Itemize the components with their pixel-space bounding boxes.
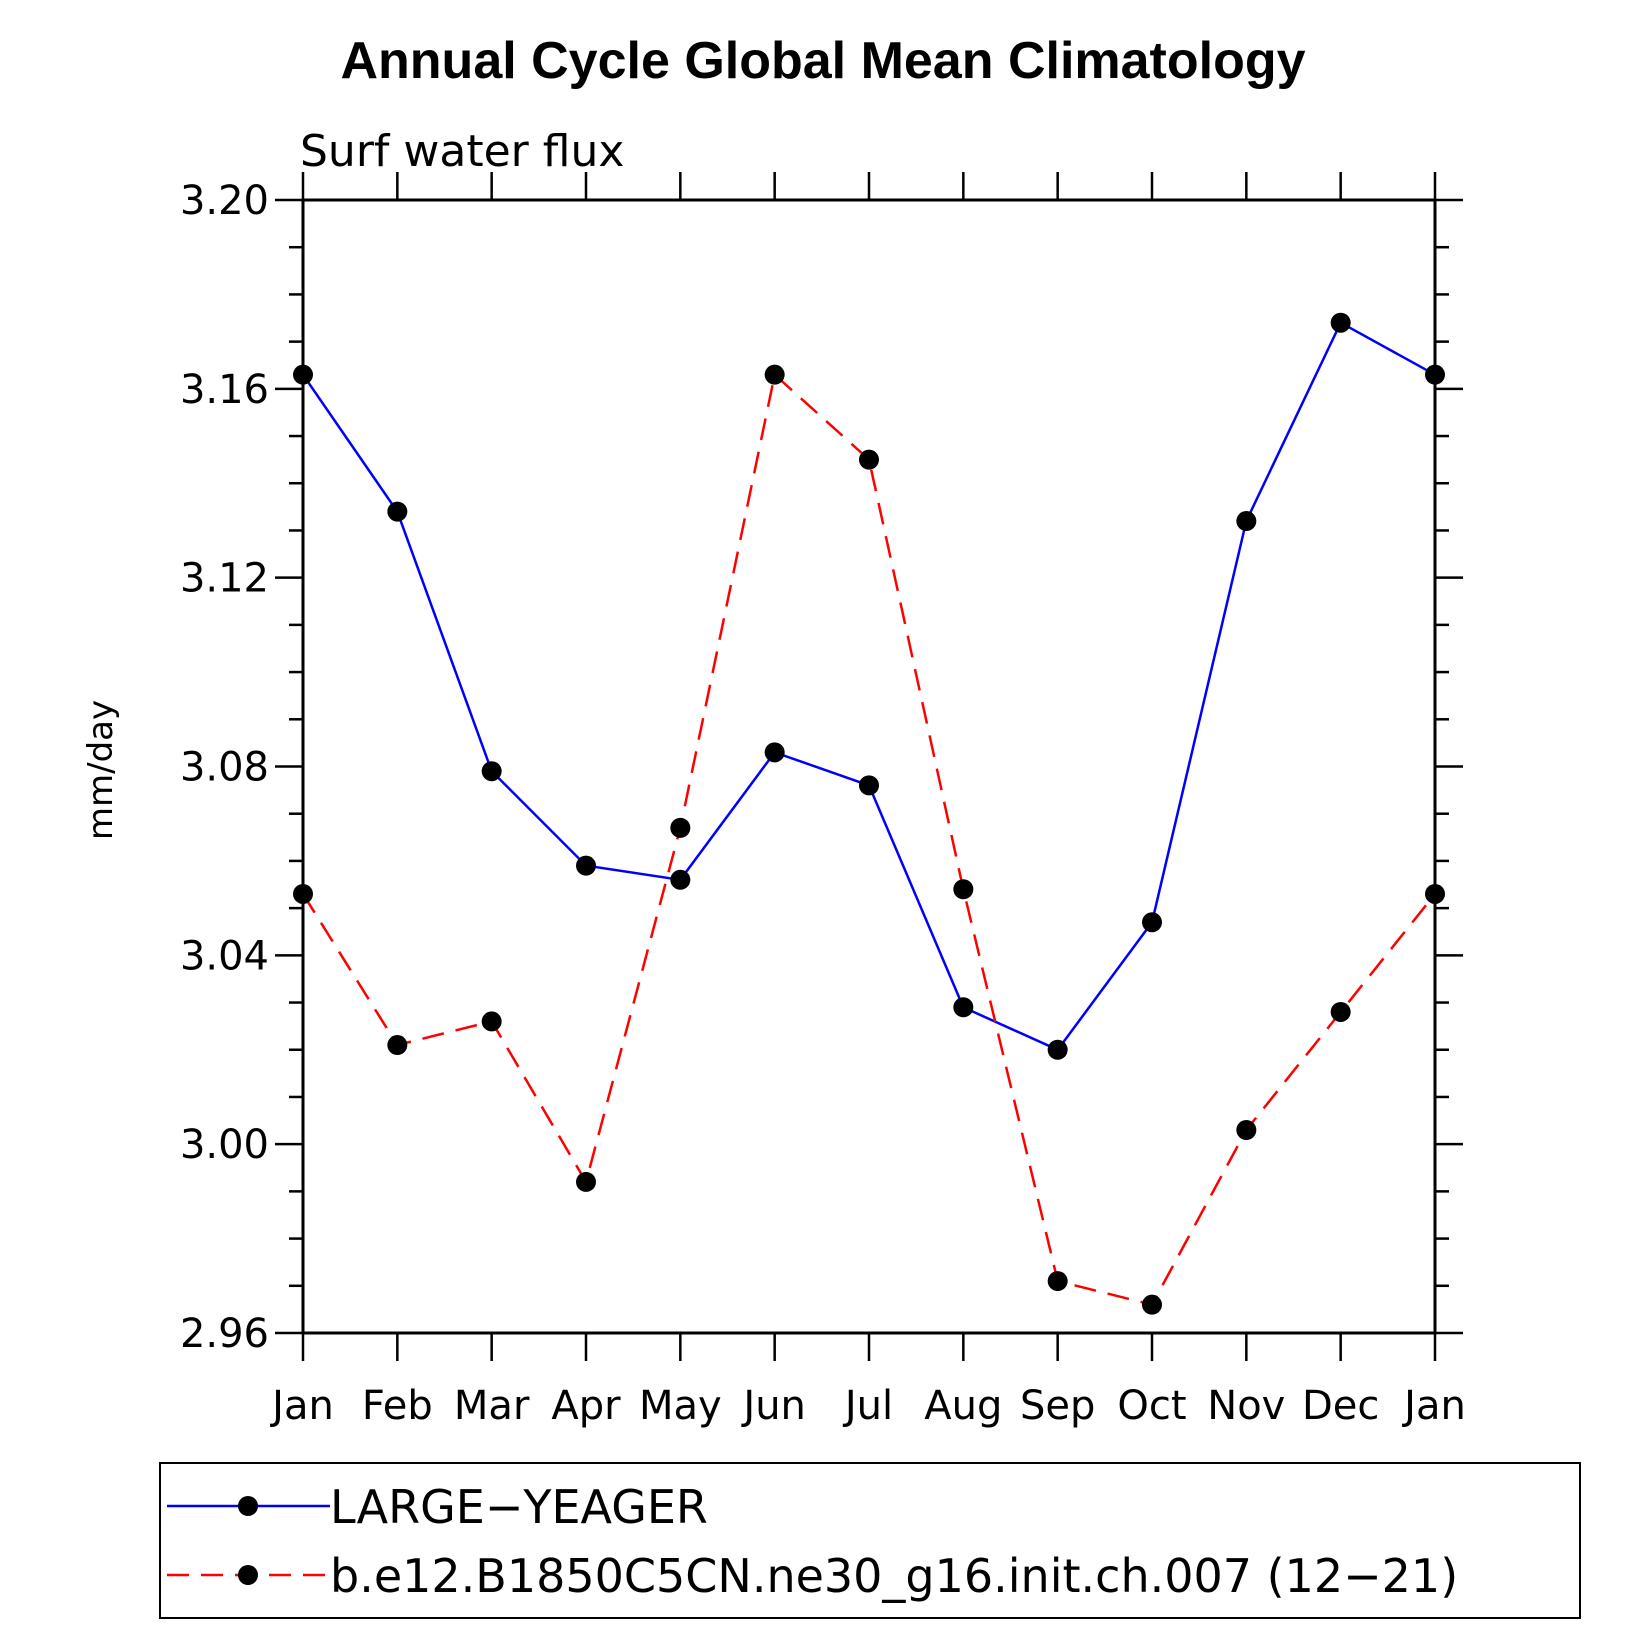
legend-marker-b-e12 bbox=[238, 1565, 258, 1585]
series-line-0 bbox=[301, 320, 1436, 1052]
data-point-series-1 bbox=[859, 449, 879, 470]
data-point-series-0 bbox=[670, 869, 691, 890]
data-point-series-0 bbox=[953, 997, 974, 1018]
x-tick-label: Aug bbox=[924, 1383, 1002, 1429]
series-line-1 bbox=[301, 372, 1436, 1307]
data-point-series-1 bbox=[1236, 1120, 1257, 1141]
data-point-series-0 bbox=[1142, 912, 1162, 933]
data-point-series-0 bbox=[859, 775, 879, 796]
y-tick-label: 3.00 bbox=[180, 1122, 269, 1168]
legend-box bbox=[159, 1462, 1581, 1619]
x-tick-label: Sep bbox=[1020, 1383, 1095, 1429]
data-point-series-1 bbox=[1330, 1001, 1351, 1022]
data-point-series-1 bbox=[953, 879, 974, 900]
legend-item-b-e12: b.e12.B1850C5CN.ne30_g16.init.ch.007 (12… bbox=[167, 1549, 1458, 1603]
x-tick-label: May bbox=[639, 1383, 722, 1429]
y-tick-label: 3.08 bbox=[180, 745, 269, 791]
x-tick-label: Nov bbox=[1207, 1383, 1285, 1429]
x-tick-label: Feb bbox=[362, 1383, 433, 1429]
y-tick-labels: 2.96 3.00 3.04 3.08 3.12 3.16 3.20 bbox=[180, 178, 269, 1357]
legend: LARGE−YEAGER b.e12.B1850C5CN.ne30_g16.in… bbox=[159, 1462, 1581, 1619]
legend-label-b-e12: b.e12.B1850C5CN.ne30_g16.init.ch.007 (12… bbox=[330, 1549, 1458, 1603]
x-tick-label: Jul bbox=[842, 1383, 893, 1429]
x-tick-label: Oct bbox=[1117, 1383, 1186, 1429]
data-point-series-0 bbox=[576, 855, 596, 876]
x-tick-label: Jan bbox=[1401, 1383, 1466, 1429]
x-tick-label: Dec bbox=[1302, 1383, 1379, 1429]
plot-frame bbox=[301, 198, 1437, 1335]
y-tick-label: 3.04 bbox=[180, 933, 269, 979]
y-tick-label: 2.96 bbox=[180, 1311, 269, 1357]
chart-title: Annual Cycle Global Mean Climatology bbox=[340, 32, 1305, 90]
y-axis-label: mm/day bbox=[81, 700, 121, 840]
legend-item-large-yeager: LARGE−YEAGER bbox=[167, 1480, 708, 1534]
data-point-series-1 bbox=[387, 1035, 408, 1056]
data-point-series-0 bbox=[1236, 511, 1257, 532]
x-tick-label: Jan bbox=[269, 1383, 334, 1429]
series-layer bbox=[293, 312, 1445, 1315]
data-point-series-0 bbox=[1330, 312, 1351, 333]
legend-marker-large-yeager bbox=[238, 1496, 258, 1516]
data-point-series-1 bbox=[764, 364, 785, 385]
legend-label-large-yeager: LARGE−YEAGER bbox=[330, 1480, 708, 1534]
data-point-series-1 bbox=[1142, 1294, 1162, 1315]
data-point-series-0 bbox=[764, 742, 785, 763]
y-tick-label: 3.12 bbox=[180, 556, 269, 602]
data-point-series-1 bbox=[1047, 1271, 1068, 1292]
y-tick-label: 3.16 bbox=[180, 367, 269, 413]
axis-ticks bbox=[275, 172, 1463, 1361]
data-point-series-1 bbox=[481, 1011, 502, 1032]
x-tick-label: Apr bbox=[551, 1383, 621, 1429]
y-tick-label: 3.20 bbox=[180, 178, 269, 224]
data-point-series-0 bbox=[387, 501, 408, 522]
x-tick-labels: Jan Feb Mar Apr May Jun Jul Aug Sep Oct Nov Dec Jan bbox=[269, 1383, 1466, 1429]
data-point-series-0 bbox=[1047, 1039, 1068, 1060]
x-tick-label: Jun bbox=[740, 1383, 806, 1429]
x-tick-label: Mar bbox=[454, 1383, 530, 1429]
data-point-series-1 bbox=[576, 1171, 596, 1192]
data-point-series-1 bbox=[670, 817, 691, 838]
data-point-series-0 bbox=[481, 761, 502, 782]
chart-subtitle: Surf water flux bbox=[300, 126, 624, 177]
